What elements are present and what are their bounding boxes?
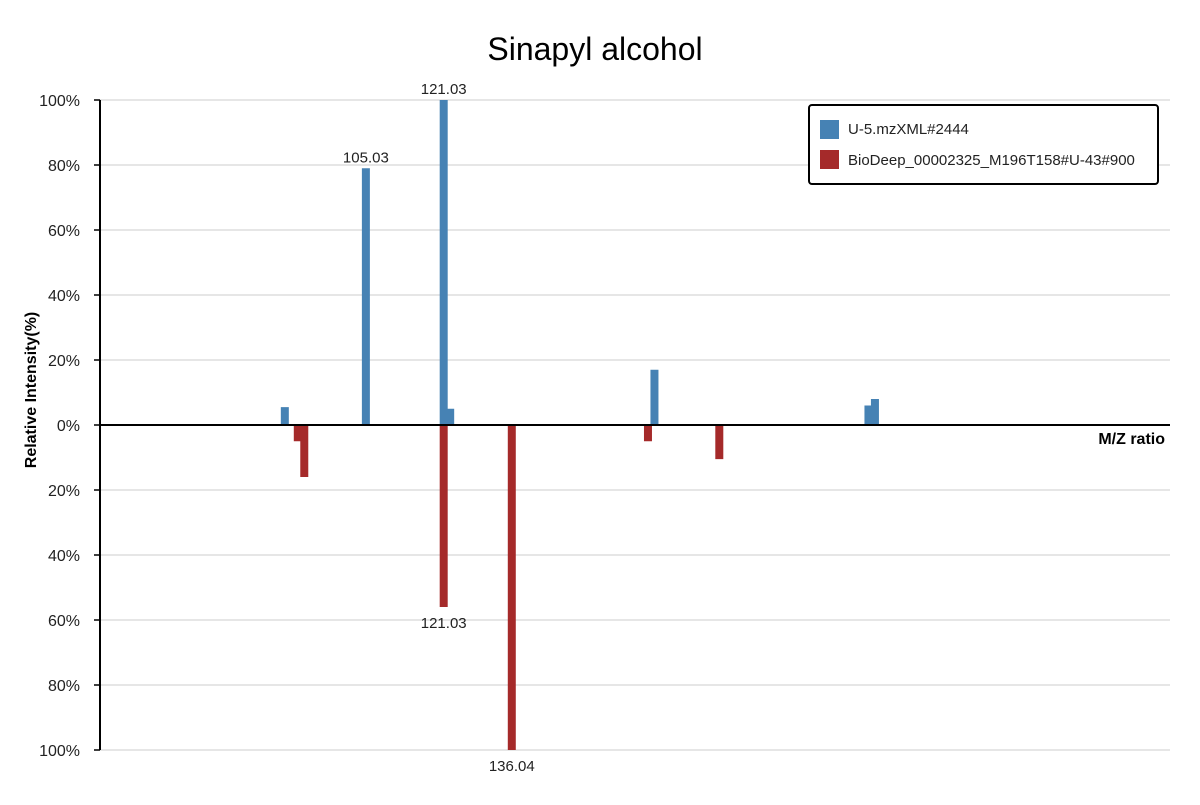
y-tick-label: 80%: [48, 678, 80, 695]
reference-peak-bar: [715, 425, 724, 460]
legend-swatch-series-1: [820, 120, 839, 139]
y-tick-label: 20%: [48, 353, 80, 370]
legend-label-series-1: U-5.mzXML#2444: [848, 121, 969, 138]
y-tick-label: 20%: [48, 483, 80, 500]
y-tick-label: 80%: [48, 158, 80, 175]
sample-peak-bar: [446, 408, 455, 425]
sample-peak-bar: [650, 369, 659, 425]
legend: U-5.mzXML#2444 BioDeep_00002325_M196T158…: [808, 104, 1159, 185]
peak-label: 121.03: [421, 81, 467, 98]
reference-peak-bar: [507, 425, 516, 750]
reference-peak-bar: [293, 425, 302, 442]
legend-box: [808, 104, 1159, 185]
reference-peak-bar: [300, 425, 309, 477]
x-axis-label: M/Z ratio: [1098, 431, 1165, 448]
reference-peak-bar: [643, 425, 652, 442]
sample-peak-bar: [361, 168, 370, 425]
y-tick-label: 100%: [39, 93, 80, 110]
y-tick-label: 40%: [48, 548, 80, 565]
y-tick-label: 0%: [57, 418, 80, 435]
legend-label-series-2: BioDeep_00002325_M196T158#U-43#900: [848, 152, 1135, 169]
y-tick-label: 60%: [48, 223, 80, 240]
peak-label: 121.03: [421, 615, 467, 632]
peak-label: 105.03: [343, 149, 389, 166]
y-axis-label: Relative Intensity(%): [23, 312, 40, 468]
grid-layer: [100, 99, 1170, 751]
y-tick-label: 60%: [48, 613, 80, 630]
sample-peak-bar: [439, 100, 448, 425]
bars-layer: 105.03 121.03 121.03 136.04: [280, 81, 879, 775]
reference-peak-bar: [439, 425, 448, 607]
sample-peak-bar: [864, 405, 873, 425]
sample-peak-bar: [870, 399, 879, 425]
legend-swatch-series-2: [820, 150, 839, 169]
y-tick-label: 40%: [48, 288, 80, 305]
chart-title: Sinapyl alcohol: [487, 31, 702, 67]
axes-layer: 100% 80% 60% 40% 20% 0% 20% 40% 60% 80% 100%: [39, 93, 1170, 760]
y-tick-label: 100%: [39, 743, 80, 760]
peak-label: 136.04: [489, 758, 535, 775]
sample-peak-bar: [280, 407, 289, 425]
